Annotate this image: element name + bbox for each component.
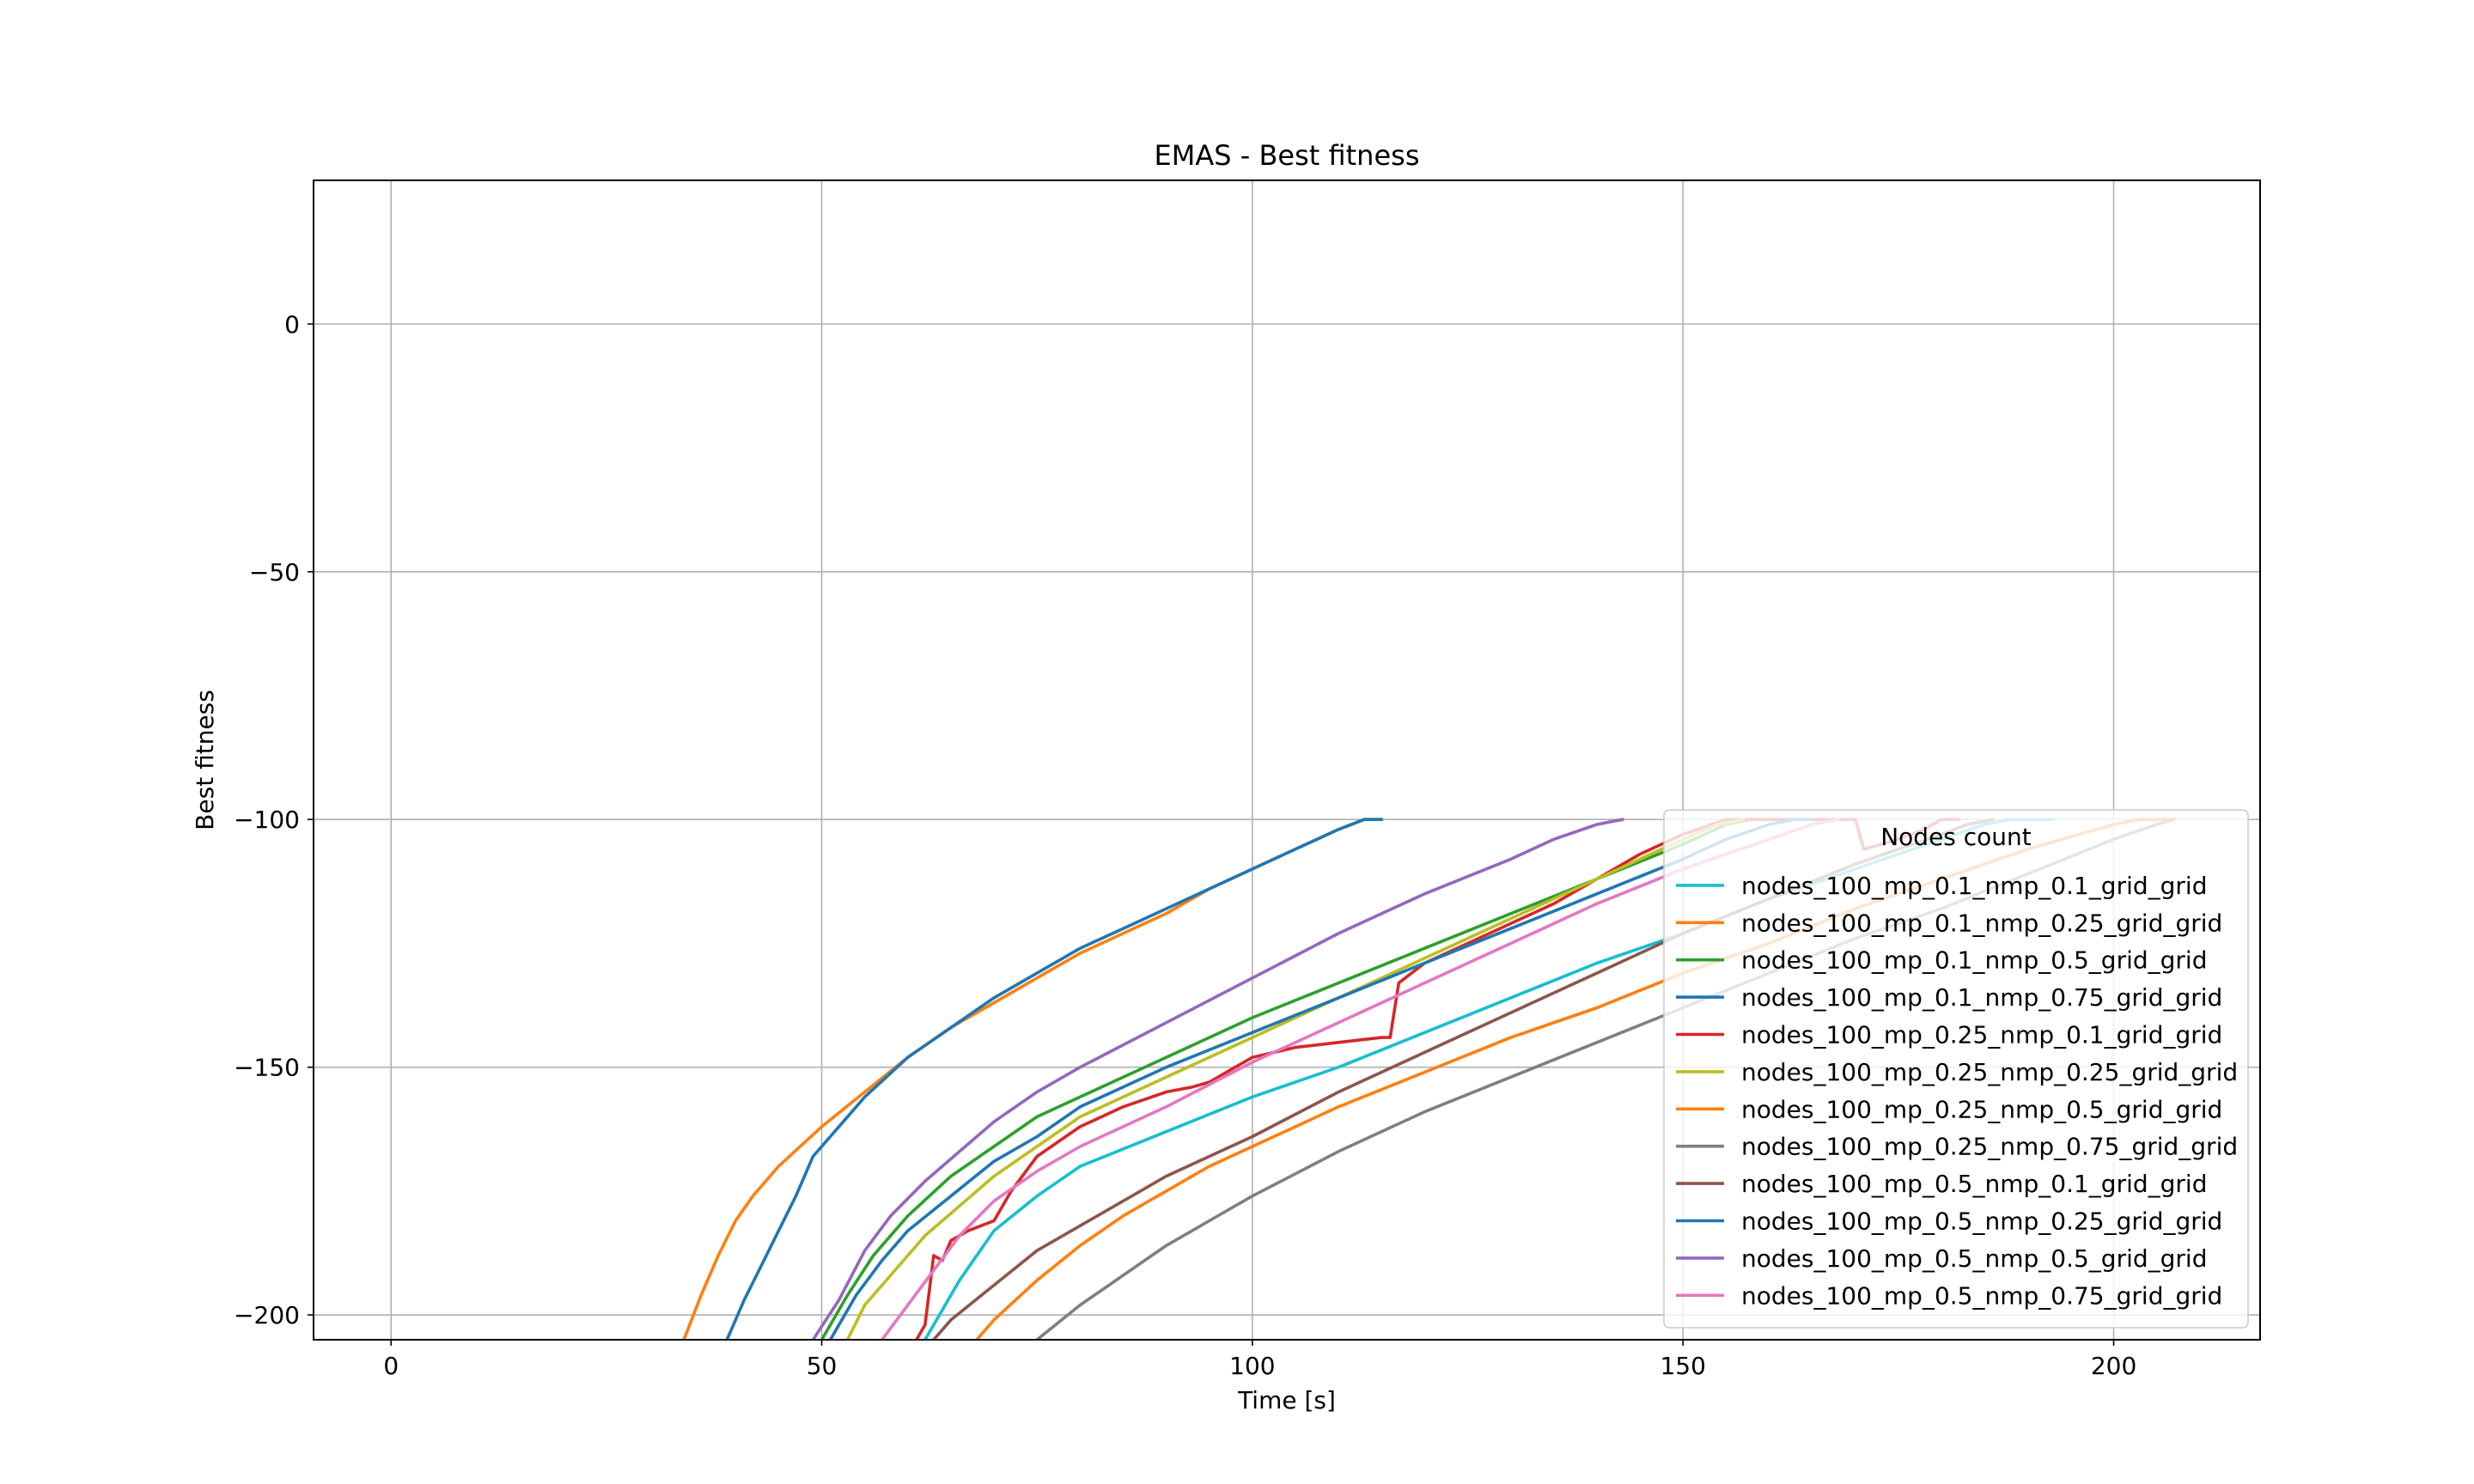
plot-frame [313,179,2261,1341]
x-tick-label: 100 [1229,1352,1275,1380]
legend: Nodes count nodes_100_mp_0.1_nmp_0.1_grid… [1663,809,2249,1329]
legend-title: Nodes count [1880,823,2032,851]
x-tick-label: 50 [807,1352,838,1380]
y-tick-label: −100 [234,806,300,834]
series-line [725,818,1384,1340]
y-tick-label: −150 [234,1054,300,1082]
chart-title: EMAS - Best fitness [1155,139,1420,172]
legend-entry-label: nodes_100_mp_0.5_nmp_0.25_grid_grid [1741,1207,2222,1236]
legend-box [1663,809,2249,1329]
legend-entry-label: nodes_100_mp_0.25_nmp_0.25_grid_grid [1741,1058,2238,1086]
legend-entry-label: nodes_100_mp_0.5_nmp_0.5_grid_grid [1741,1244,2208,1273]
legend-entry-label: nodes_100_mp_0.5_nmp_0.75_grid_grid [1741,1281,2222,1310]
y-tick-label: 0 [284,310,300,338]
legend-entry-label: nodes_100_mp_0.25_nmp_0.75_grid_grid [1741,1133,2238,1161]
axis-ticks: 0 50 100 150 200 0 −50 −100 −150 −200 [234,310,2136,1380]
legend-entry-label: nodes_100_mp_0.1_nmp_0.5_grid_grid [1741,946,2208,975]
y-tick-label: −200 [234,1301,300,1329]
legend-entry-label: nodes_100_mp_0.1_nmp_0.25_grid_grid [1741,909,2222,937]
x-tick-label: 150 [1660,1352,1705,1380]
y-tick-label: −50 [249,558,300,587]
series-line [811,818,1624,1340]
legend-entry-label: nodes_100_mp_0.5_nmp_0.1_grid_grid [1741,1170,2208,1198]
legend-entry-label: nodes_100_mp_0.1_nmp_0.1_grid_grid [1741,872,2208,900]
legend-entry-label: nodes_100_mp_0.25_nmp_0.1_grid_grid [1741,1021,2222,1049]
y-axis-label: Best fitness [191,690,219,830]
x-tick-label: 0 [383,1352,399,1380]
x-axis-label: Time [s] [1237,1386,1336,1414]
x-tick-label: 200 [2091,1352,2136,1380]
legend-entry-label: nodes_100_mp_0.1_nmp_0.75_grid_grid [1741,983,2222,1012]
series-line [845,818,1746,1340]
legend-entry-label: nodes_100_mp_0.25_nmp_0.5_grid_grid [1741,1095,2222,1123]
